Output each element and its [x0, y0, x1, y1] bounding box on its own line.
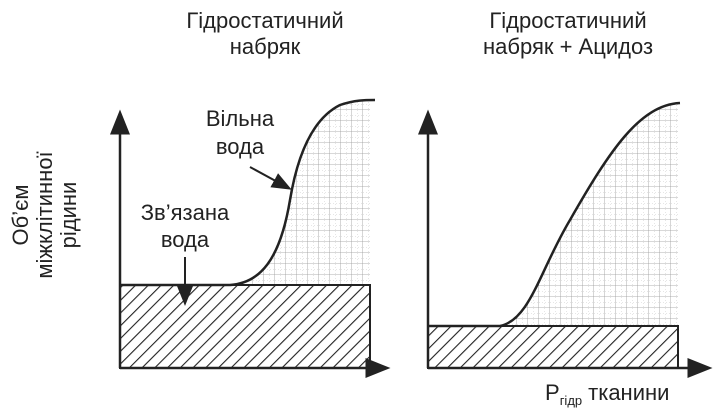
- title: набряк + Ацидоз: [483, 34, 653, 59]
- y-axis-label: Об’єм міжклітинної рідини: [8, 151, 81, 278]
- curve: [120, 98, 376, 287]
- panel-left: Гідростатичний набряк Вільна вода Зв’яза…: [110, 8, 391, 378]
- label: вода: [216, 134, 265, 159]
- x-label-rest: тканини: [588, 380, 669, 405]
- label: вода: [161, 227, 210, 252]
- x-axis-label: Pгідр тканини: [545, 380, 669, 408]
- x-label-sub: гідр: [560, 393, 582, 408]
- title: Гідростатичний: [489, 8, 646, 33]
- bound-water-area: [119, 284, 371, 369]
- y-label-line: рідини: [56, 182, 81, 249]
- title: набряк: [230, 34, 301, 59]
- label: Вільна: [206, 106, 275, 131]
- panel-right: Гідростатичний набряк + Ацидоз: [418, 8, 713, 378]
- y-label-line: Об’єм: [8, 185, 33, 246]
- free-water-area: [500, 103, 678, 326]
- curve: [428, 101, 681, 328]
- title: Гідростатичний: [186, 8, 343, 33]
- label: Зв’язана: [141, 200, 230, 225]
- arrow: [249, 166, 292, 190]
- free-water-area: [230, 100, 370, 285]
- bound-water-area: [427, 325, 679, 369]
- y-label-line: міжклітинної: [32, 151, 57, 278]
- x-label-main: P: [545, 380, 560, 405]
